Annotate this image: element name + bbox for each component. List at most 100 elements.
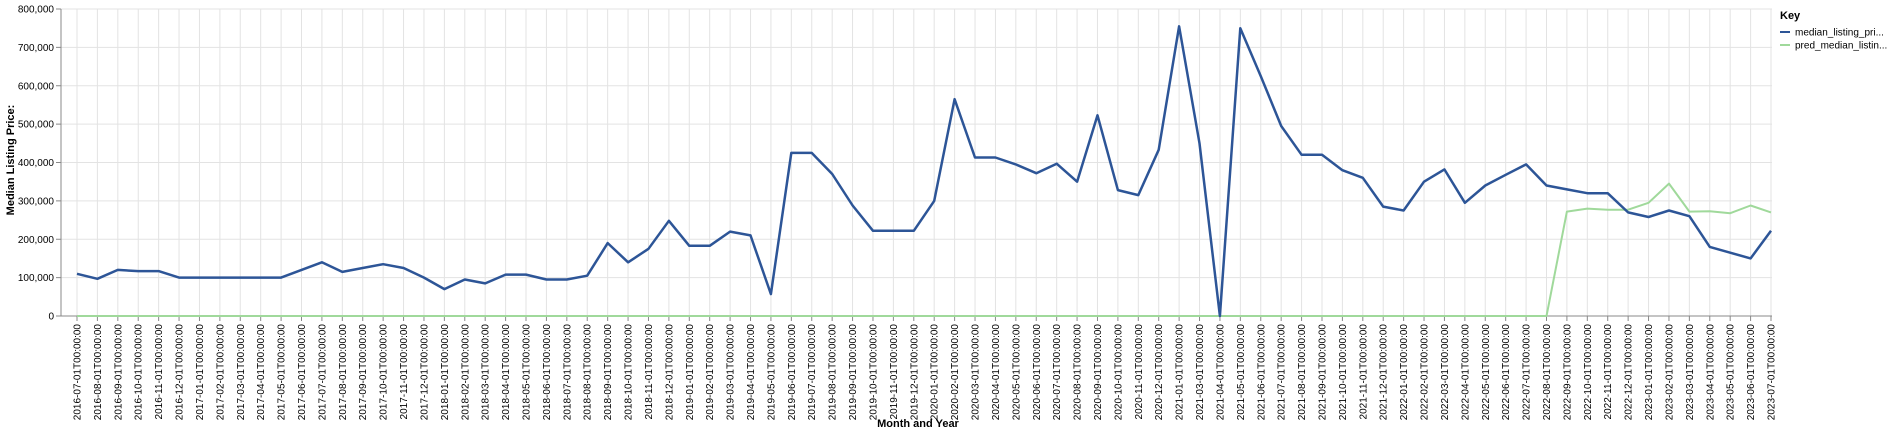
x-tick-label: 2022-12-01T00:00:00 [1624, 324, 1635, 421]
x-tick-label: 2018-01-01T00:00:00 [440, 324, 451, 421]
x-tick-label: 2023-01-01T00:00:00 [1644, 324, 1655, 421]
x-tick-label: 2023-06-01T00:00:00 [1746, 324, 1757, 421]
series-line-median-listing-price [76, 25, 1773, 318]
x-tick-label: 2017-05-01T00:00:00 [277, 324, 288, 421]
x-tick-label: 2017-02-01T00:00:00 [215, 324, 226, 421]
x-tick-label: 2022-07-01T00:00:00 [1522, 324, 1533, 421]
y-tick-label: 300,000 [18, 196, 55, 207]
x-tick-label: 2021-01-01T00:00:00 [1175, 324, 1186, 421]
x-tick-label: 2016-12-01T00:00:00 [175, 324, 186, 421]
x-tick-label: 2017-07-01T00:00:00 [317, 324, 328, 421]
x-tick-label: 2021-08-01T00:00:00 [1297, 324, 1308, 421]
y-tick-label: 700,000 [18, 43, 55, 54]
x-tick-label: 2017-04-01T00:00:00 [256, 324, 267, 421]
x-tick-label: 2017-08-01T00:00:00 [338, 324, 349, 421]
y-tick-label: 400,000 [18, 158, 55, 169]
x-tick-label: 2021-09-01T00:00:00 [1317, 324, 1328, 421]
x-tick-label: 2022-11-01T00:00:00 [1603, 324, 1614, 420]
y-axis-ticks: 0 100,000 200,000 300,000 400,000 500,000 600,… [18, 5, 61, 323]
legend-label: pred_median_listin... [1795, 41, 1887, 52]
x-tick-label: 2020-06-01T00:00:00 [1032, 324, 1043, 421]
x-tick-label: 2016-09-01T00:00:00 [113, 324, 124, 421]
y-tick-label: 200,000 [18, 235, 55, 246]
x-tick-label: 2019-04-01T00:00:00 [746, 324, 757, 421]
x-tick-label: 2018-09-01T00:00:00 [603, 324, 614, 421]
y-axis-title: Median Listing Price: [5, 105, 17, 216]
x-tick-label: 2023-05-01T00:00:00 [1726, 324, 1737, 421]
series-lines [76, 25, 1773, 318]
x-tick-label: 2018-07-01T00:00:00 [562, 324, 573, 421]
x-tick-label: 2018-03-01T00:00:00 [481, 324, 492, 421]
x-tick-label: 2017-12-01T00:00:00 [419, 324, 430, 421]
x-tick-label: 2019-02-01T00:00:00 [705, 324, 716, 421]
legend: Key median_listing_pri... pred_median_lis… [1780, 10, 1887, 52]
x-tick-label: 2018-02-01T00:00:00 [460, 324, 471, 421]
x-tick-label: 2023-07-01T00:00:00 [1767, 324, 1778, 421]
x-tick-label: 2022-05-01T00:00:00 [1481, 324, 1492, 421]
x-tick-label: 2020-01-01T00:00:00 [930, 324, 941, 421]
x-tick-label: 2018-08-01T00:00:00 [583, 324, 594, 421]
x-tick-label: 2022-01-01T00:00:00 [1399, 324, 1410, 421]
x-tick-label: 2020-10-01T00:00:00 [1113, 324, 1124, 421]
x-tick-label: 2018-11-01T00:00:00 [644, 324, 655, 420]
x-axis-title: Month and Year [877, 418, 959, 430]
x-tick-label: 2019-05-01T00:00:00 [766, 324, 777, 421]
x-tick-label: 2019-06-01T00:00:00 [787, 324, 798, 421]
x-tick-label: 2017-09-01T00:00:00 [358, 324, 369, 421]
x-tick-label: 2019-12-01T00:00:00 [909, 324, 920, 421]
x-tick-label: 2016-08-01T00:00:00 [93, 324, 104, 421]
x-tick-label: 2022-06-01T00:00:00 [1501, 324, 1512, 421]
x-tick-label: 2019-09-01T00:00:00 [848, 324, 859, 421]
legend-title: Key [1780, 10, 1801, 22]
x-tick-label: 2020-08-01T00:00:00 [1073, 324, 1084, 421]
x-tick-label: 2020-12-01T00:00:00 [1154, 324, 1165, 421]
x-tick-label: 2023-02-01T00:00:00 [1664, 324, 1675, 421]
x-tick-label: 2018-05-01T00:00:00 [522, 324, 533, 421]
x-tick-label: 2019-07-01T00:00:00 [807, 324, 818, 421]
x-tick-label: 2020-03-01T00:00:00 [971, 324, 982, 421]
x-tick-label: 2016-07-01T00:00:00 [73, 324, 84, 421]
legend-label: median_listing_pri... [1795, 28, 1884, 39]
gridlines [61, 8, 1772, 317]
x-tick-label: 2022-03-01T00:00:00 [1440, 324, 1451, 421]
x-tick-label: 2023-04-01T00:00:00 [1705, 324, 1716, 421]
y-tick-label: 600,000 [18, 81, 55, 92]
x-tick-label: 2017-01-01T00:00:00 [195, 324, 206, 421]
y-tick-label: 800,000 [18, 5, 55, 16]
x-tick-label: 2018-12-01T00:00:00 [664, 324, 675, 421]
x-tick-label: 2020-05-01T00:00:00 [1011, 324, 1022, 421]
y-tick-label: 500,000 [18, 120, 55, 131]
x-tick-label: 2017-06-01T00:00:00 [297, 324, 308, 421]
x-tick-label: 2020-07-01T00:00:00 [1052, 324, 1063, 421]
x-tick-label: 2021-11-01T00:00:00 [1358, 324, 1369, 420]
x-tick-label: 2021-05-01T00:00:00 [1236, 324, 1247, 421]
x-tick-label: 2022-08-01T00:00:00 [1542, 324, 1553, 421]
x-tick-label: 2022-02-01T00:00:00 [1420, 324, 1431, 421]
x-tick-label: 2019-08-01T00:00:00 [828, 324, 839, 421]
x-tick-label: 2020-09-01T00:00:00 [1093, 324, 1104, 421]
x-tick-label: 2016-10-01T00:00:00 [134, 324, 145, 421]
x-axis-ticks: 2016-07-01T00:00:00 2016-08-01T00:00:00 20… [73, 316, 1778, 420]
x-tick-label: 2018-10-01T00:00:00 [624, 324, 635, 421]
x-tick-label: 2019-03-01T00:00:00 [726, 324, 737, 421]
x-tick-label: 2021-04-01T00:00:00 [1215, 324, 1226, 421]
x-tick-label: 2022-09-01T00:00:00 [1562, 324, 1573, 421]
y-tick-label: 100,000 [18, 273, 55, 284]
x-tick-label: 2017-10-01T00:00:00 [379, 324, 390, 421]
x-tick-label: 2021-07-01T00:00:00 [1277, 324, 1288, 421]
x-tick-label: 2020-11-01T00:00:00 [1134, 324, 1145, 420]
x-tick-label: 2022-10-01T00:00:00 [1583, 324, 1594, 421]
x-tick-label: 2019-11-01T00:00:00 [889, 324, 900, 420]
x-tick-label: 2021-10-01T00:00:00 [1338, 324, 1349, 421]
x-tick-label: 2021-06-01T00:00:00 [1256, 324, 1267, 421]
x-tick-label: 2021-03-01T00:00:00 [1195, 324, 1206, 421]
x-tick-label: 2018-04-01T00:00:00 [501, 324, 512, 421]
y-tick-label: 0 [48, 312, 54, 323]
x-tick-label: 2022-04-01T00:00:00 [1460, 324, 1471, 421]
x-tick-label: 2019-10-01T00:00:00 [868, 324, 879, 421]
x-tick-label: 2020-02-01T00:00:00 [950, 324, 961, 421]
x-tick-label: 2018-06-01T00:00:00 [542, 324, 553, 421]
x-tick-label: 2020-04-01T00:00:00 [991, 324, 1002, 421]
